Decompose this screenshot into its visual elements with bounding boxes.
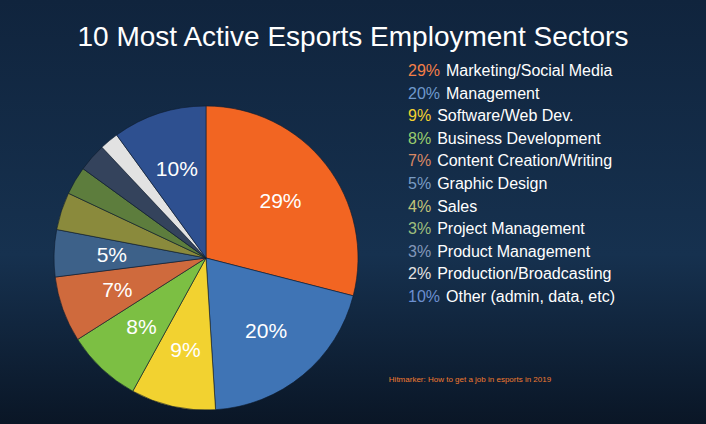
legend-label: Software/Web Dev.	[437, 107, 573, 124]
data-label: 29%	[259, 189, 301, 212]
legend-value: 3%	[408, 243, 431, 260]
legend-entry: 29% Marketing/Social Media	[408, 62, 612, 79]
legend-entry: 5% Graphic Design	[408, 175, 547, 192]
legend-label: Project Management	[437, 220, 585, 237]
legend-value: 2%	[408, 265, 431, 282]
legend-entry: 8% Business Development	[408, 130, 601, 147]
legend-entry: 20% Management	[408, 85, 540, 102]
pie-slice	[206, 258, 353, 410]
data-label: 7%	[102, 278, 132, 301]
legend-entry: 4% Sales	[408, 198, 477, 215]
data-label: 10%	[156, 157, 198, 180]
source: Hitmarker: How to get a job in esports i…	[389, 375, 552, 384]
data-label: 20%	[245, 319, 287, 342]
legend: 29% Marketing/Social Media 20% Management 9%…	[408, 62, 615, 305]
legend-label: Marketing/Social Media	[446, 62, 612, 79]
pie	[54, 106, 358, 410]
background	[0, 0, 706, 424]
legend-label: Content Creation/Writing	[437, 152, 612, 169]
legend-value: 29%	[408, 62, 440, 79]
data-label: 5%	[97, 243, 127, 266]
legend-entry: 3% Project Management	[408, 220, 585, 237]
title: 10 Most Active Esports Employment Sector…	[78, 21, 629, 52]
legend-value: 8%	[408, 130, 431, 147]
data-label: 8%	[126, 315, 156, 338]
legend-entry: 3% Product Management	[408, 243, 591, 260]
pie-slice	[117, 106, 206, 258]
legend-label: Business Development	[437, 130, 601, 147]
legend-label: Other (admin, data, etc)	[446, 288, 615, 305]
legend-entry: 9% Software/Web Dev.	[408, 107, 573, 124]
legend-value: 5%	[408, 175, 431, 192]
legend-value: 4%	[408, 198, 431, 215]
legend-entry: 2% Production/Broadcasting	[408, 265, 611, 282]
legend-label: Sales	[437, 198, 477, 215]
legend-label: Management	[446, 85, 540, 102]
legend-value: 7%	[408, 152, 431, 169]
slice-labels: 29% 20% 9% 8% 7% 5% 10%	[97, 157, 302, 362]
chart: 10 Most Active Esports Employment Sector…	[0, 0, 706, 424]
legend-value: 20%	[408, 85, 440, 102]
legend-label: Production/Broadcasting	[437, 265, 611, 282]
legend-value: 3%	[408, 220, 431, 237]
data-label: 9%	[170, 338, 200, 361]
legend-value: 9%	[408, 107, 431, 124]
legend-value: 10%	[408, 288, 440, 305]
legend-label: Product Management	[437, 243, 591, 260]
legend-label: Graphic Design	[437, 175, 547, 192]
legend-entry: 10% Other (admin, data, etc)	[408, 288, 615, 305]
legend-entry: 7% Content Creation/Writing	[408, 152, 612, 169]
